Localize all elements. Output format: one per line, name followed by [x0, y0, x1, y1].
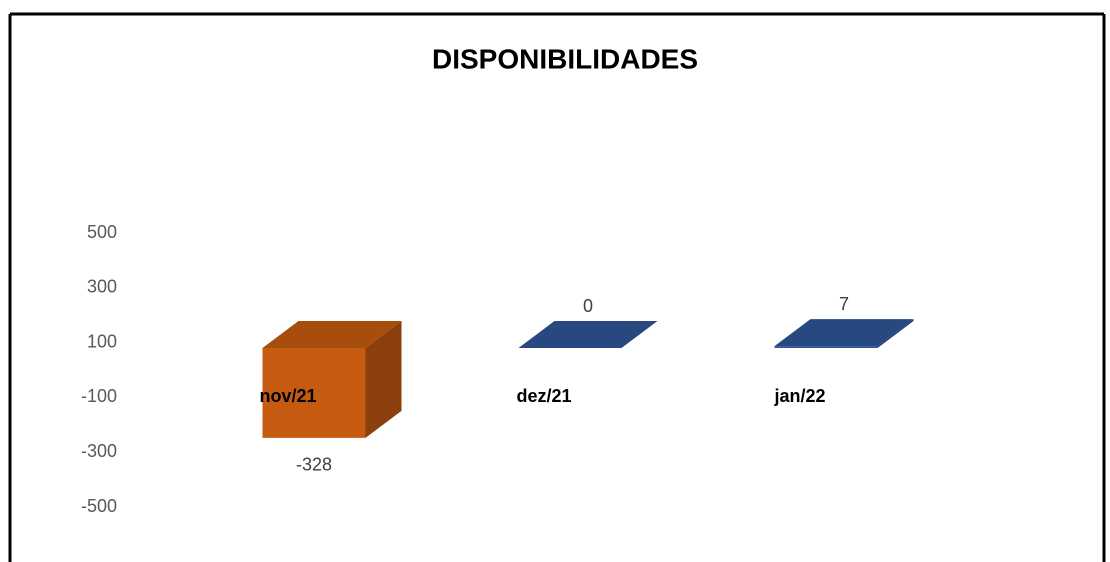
x-tick-label: nov/21 — [259, 386, 316, 406]
bar — [518, 321, 658, 348]
bar-side — [365, 321, 402, 438]
value-label: 7 — [839, 294, 849, 314]
bar-top — [518, 321, 658, 348]
bar-top — [774, 319, 914, 347]
y-tick-label: 300 — [87, 277, 117, 297]
bar-front — [774, 346, 878, 348]
x-tick-label: jan/22 — [773, 386, 825, 406]
y-tick-label: -100 — [81, 386, 117, 406]
value-label: 0 — [583, 296, 593, 316]
value-label: -328 — [296, 455, 332, 475]
y-tick-label: -500 — [81, 496, 117, 516]
bar-side — [877, 319, 914, 348]
bar-top — [262, 321, 402, 348]
bar — [262, 321, 402, 438]
y-tick-label: -300 — [81, 441, 117, 461]
x-tick-label: dez/21 — [516, 386, 571, 406]
bar-front — [262, 348, 366, 438]
chart-title: DISPONIBILIDADES — [432, 43, 698, 74]
y-tick-label: 100 — [87, 331, 117, 351]
bar — [774, 319, 914, 348]
y-tick-label: 500 — [87, 222, 117, 242]
